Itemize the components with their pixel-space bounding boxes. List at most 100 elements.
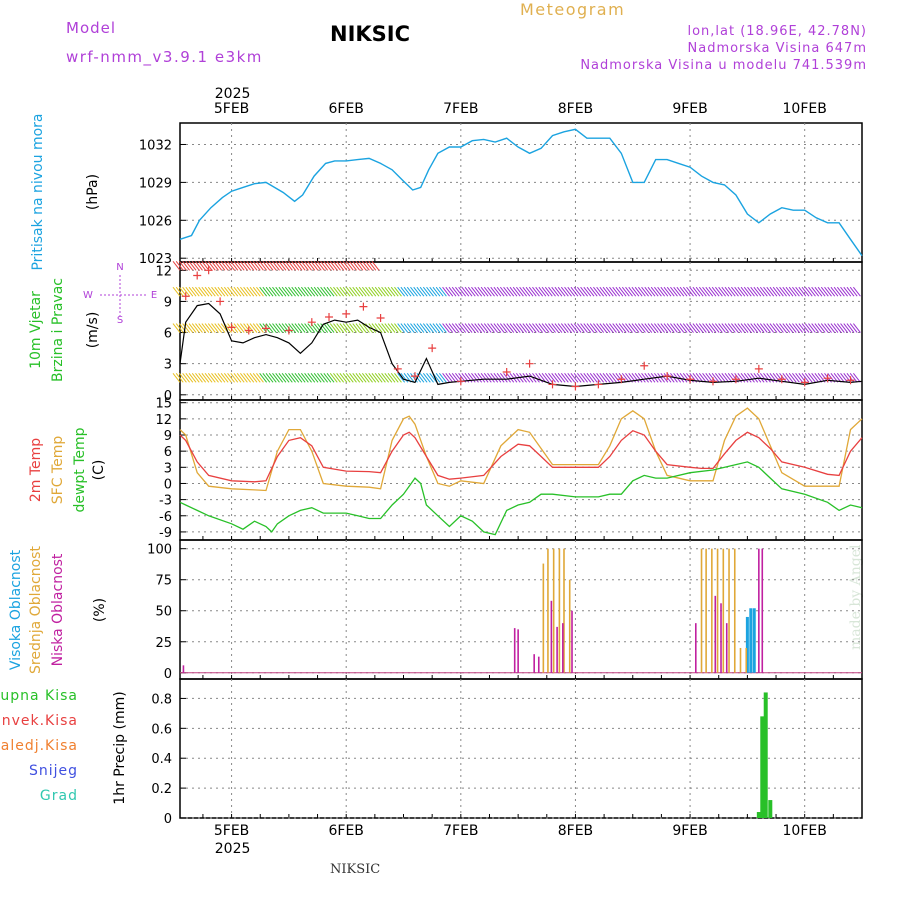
gust-marker (428, 344, 437, 353)
wind-barb (615, 323, 624, 333)
wind-barb (605, 323, 614, 333)
wind-barb (326, 260, 335, 271)
y-tick-label: 0.8 (151, 692, 172, 707)
gust-marker (307, 318, 316, 327)
wind-barb (195, 260, 203, 271)
wind-barb (666, 373, 675, 383)
wind-barb (438, 373, 447, 383)
wind-barb (673, 323, 682, 333)
wind-barb (355, 260, 364, 271)
wind-barb (516, 286, 524, 297)
gust-marker (284, 326, 293, 335)
wind-barb (714, 373, 723, 383)
wind-barb (506, 286, 515, 297)
wind-barb (355, 286, 364, 297)
wind-barb (236, 373, 245, 383)
wind-barb (265, 373, 274, 383)
wind-barb (641, 286, 649, 297)
wind-barb (275, 373, 284, 383)
gust-marker (708, 377, 717, 386)
wind-barb (660, 323, 669, 333)
wind-barb (808, 323, 816, 333)
wind-barb (557, 286, 566, 297)
gust-marker (571, 382, 580, 391)
x-day-label-top: 6FEB (328, 101, 363, 117)
wind-barb (538, 286, 547, 297)
wind-barb (243, 373, 252, 383)
wind-barb (313, 286, 322, 297)
wind-barb (426, 323, 434, 333)
wind-barb (804, 323, 813, 333)
wind-barb (358, 260, 367, 271)
wind-barb (265, 260, 274, 271)
wind-barb (740, 286, 749, 297)
gust-marker (777, 375, 786, 384)
wind-barb (788, 323, 797, 333)
cloud-low-bar (537, 656, 540, 673)
y-tick-label: 0 (164, 477, 172, 492)
wind-barb (204, 373, 213, 383)
wind-barb (384, 373, 393, 383)
x-day-label-bottom: 7FEB (443, 823, 478, 839)
wind-barb (686, 323, 694, 333)
y-tick-label: 6 (164, 445, 172, 460)
wind-barb (297, 260, 306, 271)
cloud-mid-bar (716, 548, 719, 673)
wind-barb (323, 373, 332, 383)
wind-barb (692, 286, 701, 297)
wind-barb (708, 286, 717, 297)
wind-barb (352, 260, 361, 271)
y-tick-label: 12 (155, 264, 172, 279)
cloud-low-bar (556, 626, 558, 673)
wind-barb (695, 323, 704, 333)
wind-barb (483, 323, 492, 333)
wind-barb (480, 286, 489, 297)
wind-barb (804, 373, 813, 383)
wind-barb (474, 323, 483, 333)
wind-barb (782, 286, 791, 297)
wind-barb (840, 286, 848, 297)
wind-barb (689, 323, 698, 333)
cloud-low-bar (517, 629, 519, 673)
precip-bar (756, 812, 761, 818)
wind-barb (843, 323, 852, 333)
cloud-mid-bar (722, 548, 725, 673)
cloud-low-bar (694, 623, 697, 673)
wind-barb (243, 260, 252, 271)
wind-barb (262, 260, 271, 271)
wind-barb (849, 323, 858, 333)
x-day-label-top: 8FEB (558, 101, 593, 117)
gust-marker (800, 378, 809, 387)
y-tick-label: 1026 (139, 214, 172, 229)
wind-barb (756, 286, 765, 297)
wind-barb (345, 373, 354, 383)
wind-barb (602, 286, 611, 297)
wind-barb (679, 323, 688, 333)
wind-barb (281, 260, 290, 271)
wind-barb (464, 323, 473, 333)
wind-barb (557, 373, 566, 383)
wind-barb (631, 373, 640, 383)
compass-cross-icon (100, 275, 146, 316)
wind-barb (172, 373, 181, 383)
wind-barb (814, 286, 823, 297)
wind-barb (801, 286, 810, 297)
y-tick-label: 6 (164, 327, 172, 342)
wind-barb (397, 323, 406, 333)
wind-barb (259, 260, 268, 271)
cloud-mid-bar (563, 548, 565, 673)
wind-barb (422, 373, 431, 383)
wind-barb (795, 373, 804, 383)
wind-barb (188, 323, 197, 333)
wind-barb (185, 373, 194, 383)
wind-barb (785, 323, 794, 333)
y-tick-label: 3 (164, 461, 172, 476)
y-tick-label: 75 (155, 574, 172, 589)
wind-barb (329, 286, 338, 297)
wind-barb (233, 323, 242, 333)
cloud-mid-bar (733, 548, 736, 673)
gust-marker (181, 292, 190, 301)
wind-barb (788, 373, 797, 383)
wind-barb (538, 373, 547, 383)
wind-barb (188, 260, 197, 271)
